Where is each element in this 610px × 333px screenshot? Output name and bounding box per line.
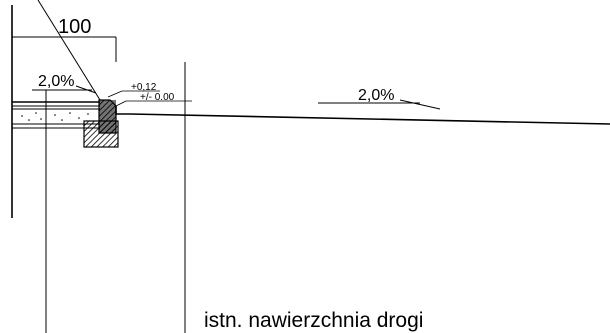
elevation-top-label: +0,12: [131, 82, 157, 93]
curb-stone: [83, 99, 119, 148]
caption-existing-road-surface: istn. nawierzchnia drogi: [204, 309, 423, 332]
leader-line: [37, 0, 101, 101]
road-surface-line: [115, 106, 610, 125]
elevation-zero-label: +/- 0.00: [140, 92, 175, 103]
elevation-markers: +0,12 +/- 0.00: [107, 82, 192, 107]
slope-marker-right: 2,0%: [318, 87, 441, 110]
slope-left-label: 2,0%: [38, 73, 74, 90]
slope-right-label: 2,0%: [358, 87, 394, 104]
dimension-label: 100: [58, 16, 91, 38]
slope-marker-left: 2,0%: [32, 73, 97, 94]
dimension-100: 100: [11, 16, 117, 62]
